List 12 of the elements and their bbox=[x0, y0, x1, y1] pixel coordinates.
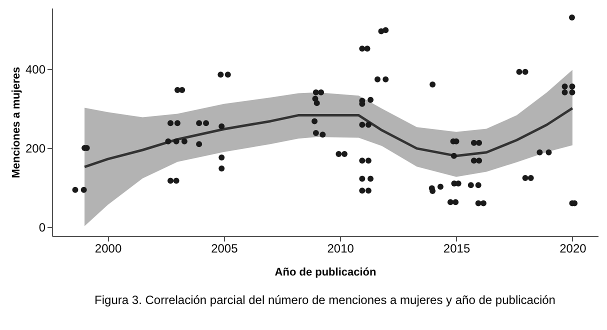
y-tick-label: 0 bbox=[38, 220, 46, 234]
x-tick-label: 2010 bbox=[327, 242, 354, 256]
x-axis-title: Año de publicación bbox=[274, 266, 377, 278]
y-tick-label: 200 bbox=[25, 142, 46, 156]
y-tick-label: 400 bbox=[25, 62, 46, 77]
x-tick-label: 2000 bbox=[94, 242, 122, 256]
x-tick-label: 2015 bbox=[443, 242, 470, 256]
x-tick-label: 2005 bbox=[211, 242, 238, 256]
line-series bbox=[83, 106, 574, 168]
text: Figura 3. Correlación parcial del número de menciones a mujeres y año de publicación bbox=[94, 293, 556, 307]
y-axis-title: Menciones a mujeres bbox=[10, 66, 22, 178]
x-tick-label: 2020 bbox=[560, 242, 587, 256]
